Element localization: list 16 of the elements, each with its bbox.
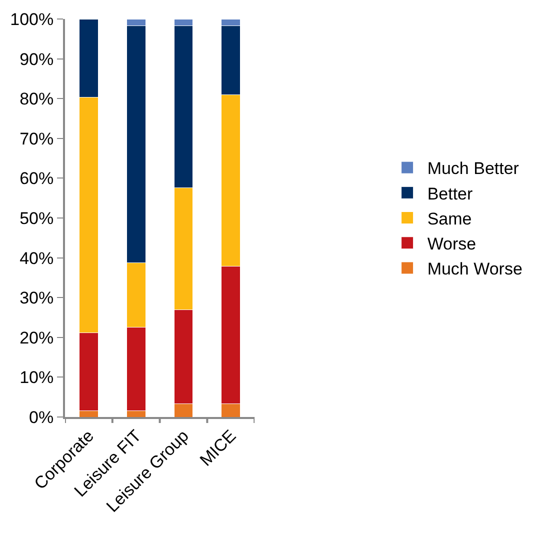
y-tick-label: 20% bbox=[20, 328, 54, 348]
y-tick-label: 10% bbox=[20, 368, 54, 388]
y-tick-label: 100% bbox=[10, 10, 54, 29]
legend-label: Much Worse bbox=[427, 260, 522, 279]
legend-label: Worse bbox=[427, 234, 476, 254]
y-tick-label: 40% bbox=[20, 248, 54, 268]
y-tick-label: 50% bbox=[20, 208, 54, 228]
y-tick-label: 60% bbox=[20, 169, 54, 188]
legend-label: Same bbox=[427, 209, 472, 228]
legend-label: Much Better bbox=[427, 159, 520, 178]
y-tick-label: 80% bbox=[20, 90, 54, 109]
legend-label: Better bbox=[427, 184, 474, 204]
y-tick-label: 90% bbox=[20, 50, 54, 69]
y-tick-label: 0% bbox=[29, 408, 54, 427]
y-tick-label: 70% bbox=[20, 129, 54, 148]
y-tick-label: 30% bbox=[20, 288, 54, 308]
